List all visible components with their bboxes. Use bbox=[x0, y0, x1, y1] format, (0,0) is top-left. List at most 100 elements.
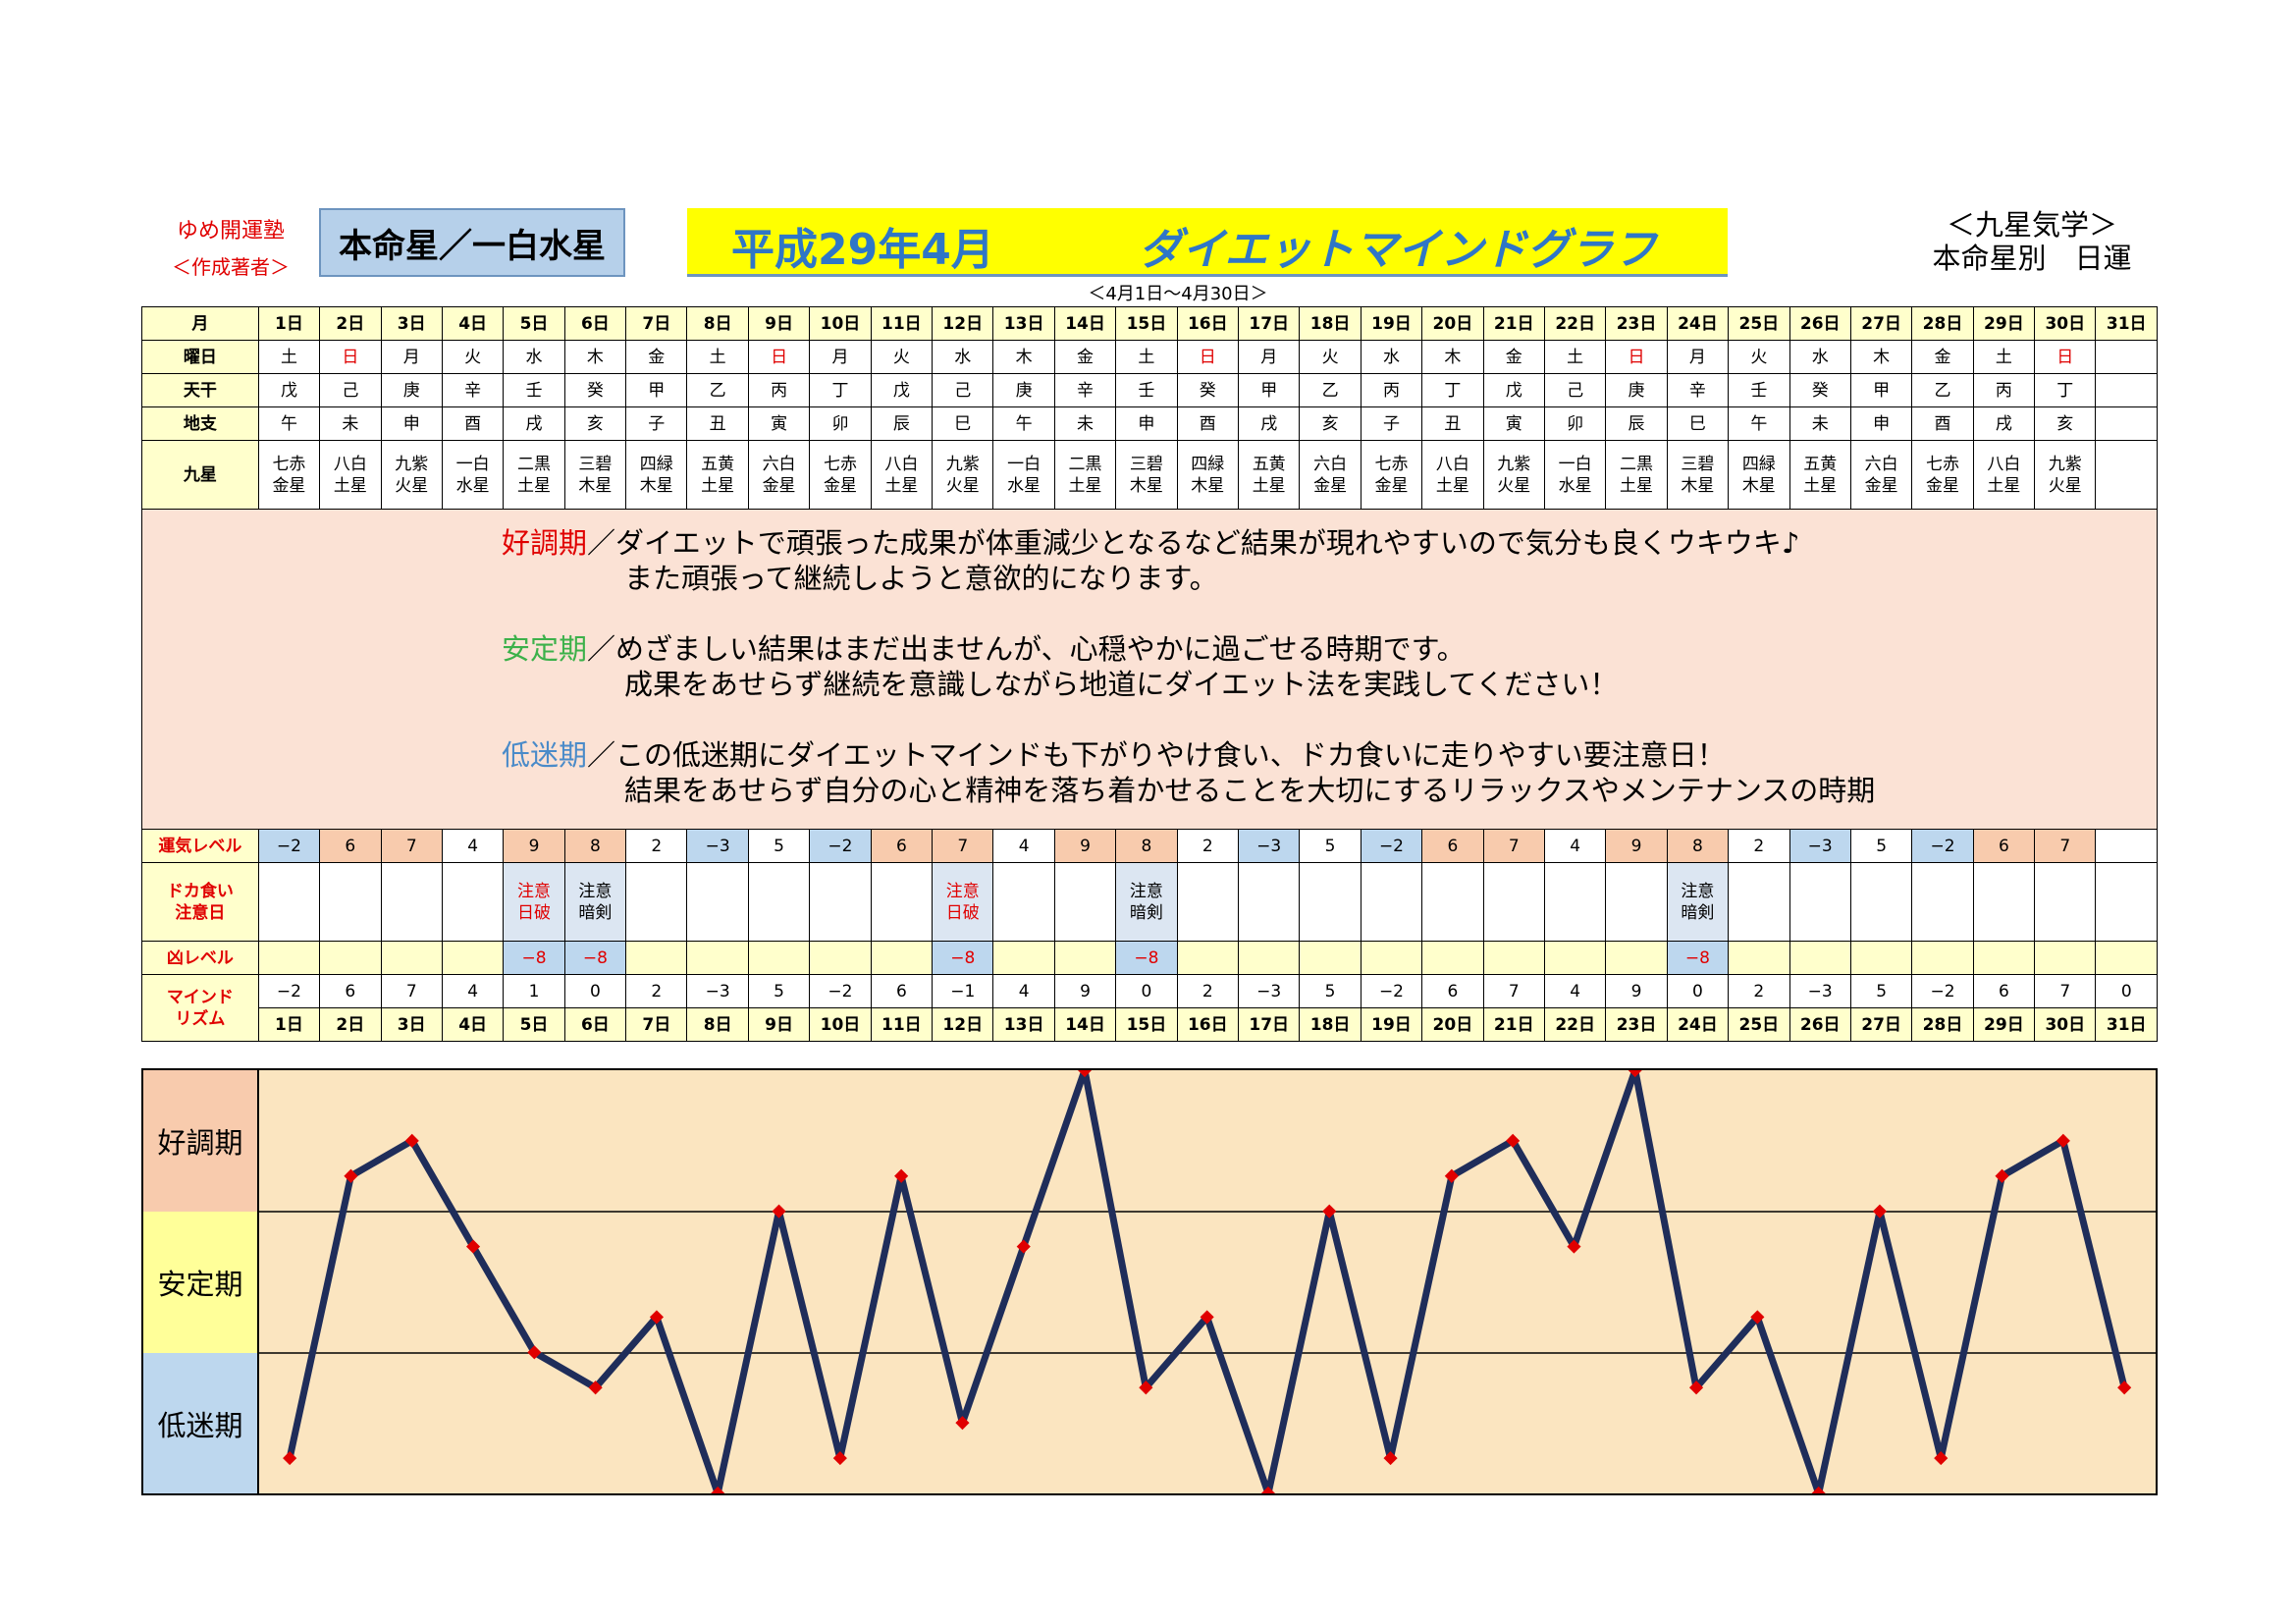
plot-area bbox=[259, 1070, 2156, 1493]
tenkan-cell: 乙 bbox=[1299, 373, 1362, 407]
row-description: 好調期／ダイエットで頑張った成果が体重減少となるなど結果が現れやすいので気分も良… bbox=[141, 509, 2158, 830]
day-footer-cell: 27日 bbox=[1849, 1007, 1913, 1042]
day-footer-cell: 18日 bbox=[1299, 1007, 1362, 1042]
row-days: 月 1日 2日 3日 4日 5日 6日 7日 8日 9日 10日 11日 12日 13日 14日 15日 16日… bbox=[141, 306, 2158, 341]
day-header-cell: 14日 bbox=[1053, 306, 1117, 341]
bad-level-cell: −8 bbox=[563, 941, 627, 975]
mind-value-cell: 2 bbox=[625, 974, 688, 1008]
chishi-cell: 午 bbox=[257, 406, 321, 441]
tenkan-cell: 己 bbox=[319, 373, 382, 407]
day-footer-cell: 1日 bbox=[257, 1007, 321, 1042]
chishi-cell: 丑 bbox=[1421, 406, 1484, 441]
kyusei-cell: 二黒 土星 bbox=[503, 440, 565, 510]
mind-value-cell: 4 bbox=[441, 974, 505, 1008]
day-header-cell: 16日 bbox=[1176, 306, 1240, 341]
kyusei-cell: 二黒 土星 bbox=[1605, 440, 1668, 510]
mind-value-cell: 7 bbox=[1482, 974, 1545, 1008]
tenkan-cell: 乙 bbox=[686, 373, 749, 407]
day-footer-cell: 8日 bbox=[686, 1007, 749, 1042]
phase-description: 好調期／ダイエットで頑張った成果が体重減少となるなど結果が現れやすいので気分も良… bbox=[141, 509, 2158, 830]
day-footer-cell: 30日 bbox=[2034, 1007, 2097, 1042]
luck-level-cell: 6 bbox=[319, 829, 382, 863]
chishi-cell: 巳 bbox=[932, 406, 994, 441]
weekday-cell: 木 bbox=[992, 340, 1055, 374]
mind-value-cell: 4 bbox=[1543, 974, 1607, 1008]
mind-value-cell: −1 bbox=[932, 974, 994, 1008]
row-tenkan: 天干戊己庚辛壬癸甲乙丙丁戊己庚辛壬癸甲乙丙丁戊己庚辛壬癸甲乙丙丁 bbox=[141, 373, 2158, 407]
tenkan-cell: 壬 bbox=[1728, 373, 1790, 407]
mind-value-cell: 6 bbox=[1972, 974, 2036, 1008]
bad-level-cell bbox=[1789, 941, 1851, 975]
title-name: ダイエットマインドグラフ bbox=[1139, 225, 1657, 275]
day-header-cell: 9日 bbox=[747, 306, 811, 341]
data-point-24日 bbox=[1688, 1380, 1704, 1395]
luck-level-cell: 2 bbox=[1176, 829, 1240, 863]
stable-line-1: ／めざましい結果はまだ出ませんが、心穏やかに過ごせる時期です。 bbox=[587, 632, 1466, 666]
day-header-cell: 6日 bbox=[563, 306, 627, 341]
data-point-20日 bbox=[1444, 1168, 1459, 1183]
row-label-binge: ドカ食い 注意日 bbox=[141, 862, 259, 942]
mind-value-cell: 5 bbox=[1299, 974, 1362, 1008]
low-line-2: 結果をあせらず自分の心と精神を落ち着かせることを大切にするリラックスやメンテナン… bbox=[624, 774, 1876, 807]
kyusei-cell: 八白 土星 bbox=[319, 440, 382, 510]
luck-level-cell: 4 bbox=[1543, 829, 1607, 863]
mind-value-cell: −3 bbox=[1237, 974, 1301, 1008]
binge-warning-cell bbox=[1053, 862, 1117, 942]
data-point-29日 bbox=[1995, 1168, 2009, 1183]
good-term: 好調期 bbox=[502, 526, 588, 560]
day-header-cell: 12日 bbox=[932, 306, 994, 341]
luck-level-cell: 7 bbox=[932, 829, 994, 863]
mind-value-cell: 7 bbox=[2034, 974, 2097, 1008]
day-header-cell: 1日 bbox=[257, 306, 321, 341]
good-line-2: また頑張って継続しようと意欲的になります。 bbox=[624, 562, 1218, 595]
row-label-tenkan: 天干 bbox=[141, 373, 259, 407]
chishi-cell: 未 bbox=[1789, 406, 1851, 441]
kyusei-cell: 六白 金星 bbox=[747, 440, 811, 510]
day-header-cell: 15日 bbox=[1115, 306, 1178, 341]
row-luck: 運気レベル −2 6 7 4 9 8 2 −3 5 −2 6 7 4 9 8 2 −3 5 −2 6 7 4 9 8 2 −3 5 −2… bbox=[141, 829, 2158, 863]
bad-level-cell bbox=[1911, 941, 1974, 975]
kyusei-cell: 七赤 金星 bbox=[1360, 440, 1423, 510]
luck-level-cell: −3 bbox=[686, 829, 749, 863]
kyusei-cell: 五黄 土星 bbox=[1789, 440, 1851, 510]
mind-value-cell: 2 bbox=[1728, 974, 1790, 1008]
plot-background bbox=[259, 1070, 2156, 1493]
luck-level-cell: 9 bbox=[503, 829, 565, 863]
kyusei-cell: 五黄 土星 bbox=[1237, 440, 1301, 510]
kyusei-cell: 五黄 土星 bbox=[686, 440, 749, 510]
weekday-cell: 金 bbox=[625, 340, 688, 374]
day-footer-cell: 31日 bbox=[2095, 1007, 2158, 1042]
day-header-cell: 10日 bbox=[809, 306, 872, 341]
day-header-cell: 13日 bbox=[992, 306, 1055, 341]
bad-level-cell bbox=[1849, 941, 1913, 975]
row-mind: マインド リズム −2 6 7 4 1 0 2 −3 5 −2 6 −1 4 9 0 2 −3 5 −2 6 7 4 9 0 2−… bbox=[141, 974, 2158, 1042]
weekday-cell: 日 bbox=[1176, 340, 1240, 374]
row-label-luck: 運気レベル bbox=[141, 829, 259, 863]
honmei-badge: 本命星／一白水星 bbox=[319, 208, 625, 277]
kyusei-cell: 八白 土星 bbox=[1972, 440, 2036, 510]
row-kyusei: 九星 七赤 金星 八白 土星 九紫 火星 一白 水星 二黒 土星 三碧 木星 四緑 木星 五黄 … bbox=[141, 440, 2158, 510]
binge-warning-cell bbox=[380, 862, 443, 942]
mind-value-cell: −3 bbox=[1789, 974, 1851, 1008]
weekday-cell: 月 bbox=[809, 340, 872, 374]
kyusei-cell: 一白 水星 bbox=[441, 440, 505, 510]
row-label-mind: マインド リズム bbox=[141, 974, 259, 1042]
mind-value-cell: 6 bbox=[1421, 974, 1484, 1008]
school-subtitle: 本命星別 日運 bbox=[1932, 242, 2132, 275]
tenkan-cell: 庚 bbox=[1605, 373, 1668, 407]
bad-level-cell bbox=[747, 941, 811, 975]
weekday-cell: 水 bbox=[503, 340, 565, 374]
luck-level-cell: −2 bbox=[1360, 829, 1423, 863]
chishi-cell: 戌 bbox=[1972, 406, 2036, 441]
kyusei-cell: 四緑 木星 bbox=[625, 440, 688, 510]
date-range: ＜4月1日～4月30日＞ bbox=[1088, 284, 1268, 304]
stable-line-2: 成果をあせらず継続を意識しながら地道にダイエット法を実践してください！ bbox=[624, 668, 1619, 701]
tenkan-cell: 壬 bbox=[503, 373, 565, 407]
bad-level-cell bbox=[1053, 941, 1117, 975]
row-label-weekday: 曜日 bbox=[141, 340, 259, 374]
weekday-cell: 日 bbox=[319, 340, 382, 374]
luck-level-cell: 5 bbox=[747, 829, 811, 863]
day-header-cell: 5日 bbox=[503, 306, 565, 341]
chishi-cell: 午 bbox=[1728, 406, 1790, 441]
tenkan-cell: 庚 bbox=[992, 373, 1055, 407]
